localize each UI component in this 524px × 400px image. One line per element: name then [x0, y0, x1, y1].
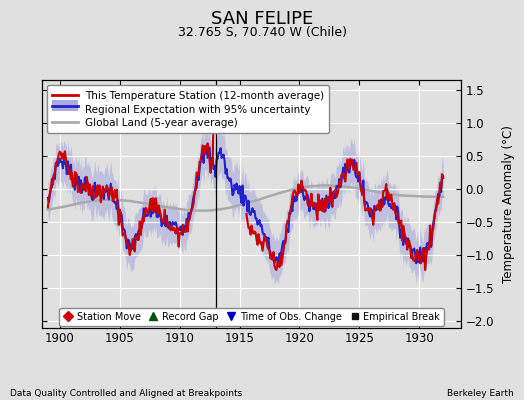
- Y-axis label: Temperature Anomaly (°C): Temperature Anomaly (°C): [502, 125, 515, 283]
- Text: 32.765 S, 70.740 W (Chile): 32.765 S, 70.740 W (Chile): [178, 26, 346, 39]
- Text: Berkeley Earth: Berkeley Earth: [447, 389, 514, 398]
- Legend: Station Move, Record Gap, Time of Obs. Change, Empirical Break: Station Move, Record Gap, Time of Obs. C…: [59, 308, 444, 326]
- Text: SAN FELIPE: SAN FELIPE: [211, 10, 313, 28]
- Text: Data Quality Controlled and Aligned at Breakpoints: Data Quality Controlled and Aligned at B…: [10, 389, 243, 398]
